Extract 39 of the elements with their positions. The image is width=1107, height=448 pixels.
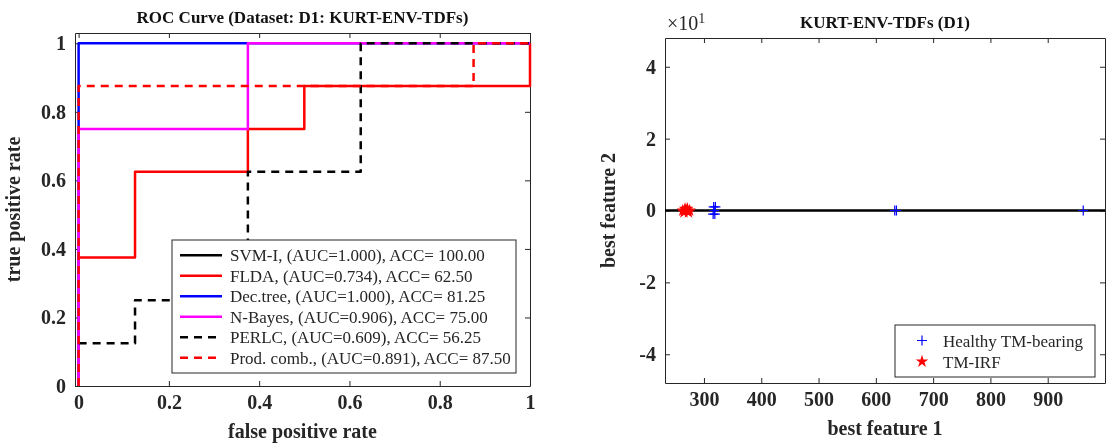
legend-label: Healthy TM-bearing [943,331,1084,351]
legend-label: SVM-I, (AUC=1.000), ACC= 100.00 [230,246,485,266]
x-tick-label: 1 [525,391,536,414]
x-axis-title: best feature 1 [827,417,943,439]
y-tick-label: -2 [639,271,656,294]
y-tick-label: 0.8 [41,100,66,123]
x-tick-label: 700 [918,388,949,411]
y-tick-label: -4 [639,343,656,366]
legend-label: FLDA, (AUC=0.734), ACC= 62.50 [230,266,473,286]
y-tick-label: 0.2 [41,306,66,329]
y-axis-title: best feature 2 [597,152,619,269]
y-tick-label: 0 [56,374,66,397]
text: ×10$^{1}$ [667,10,706,34]
x-tick-label: 0.4 [247,391,273,414]
x-tick-label: 900 [1033,388,1064,411]
x-tick-label: 0 [74,391,85,414]
legend-label: Prod. comb., (AUC=0.891), ACC= 87.50 [230,348,511,368]
y-tick-label: 0 [646,199,656,222]
x-tick-label: 400 [746,388,777,411]
x-tick-label: 0.6 [337,391,363,414]
x-axis-title: false positive rate [228,420,378,443]
x-tick-label: 800 [975,388,1006,411]
legend-label: TM-IRF [943,352,1001,372]
y-tick-label: 0.6 [41,169,66,192]
y-tick-label: 0.4 [41,237,66,260]
legend-label: N-Bayes, (AUC=0.906), ACC= 75.00 [230,307,488,327]
x-tick-label: 600 [861,388,892,411]
x-tick-label: 300 [689,388,720,411]
y-tick-label: 4 [646,55,656,78]
y-axis-title: true positive rate [2,136,25,283]
y-tick-label: 1 [56,32,66,55]
chart-title: ROC Curve (Dataset: D1: KURT-ENV-TDFs) [136,8,469,27]
x-tick-label: 0.8 [427,391,453,414]
legend-label: Dec.tree, (AUC=1.000), ACC= 81.25 [230,287,486,307]
x-tick-label: 0.2 [156,391,182,414]
y-tick-label: 2 [646,127,656,150]
chart-title: KURT-ENV-TDFs (D1) [800,13,970,32]
x-tick-label: 500 [804,388,835,411]
legend-label: PERLC, (AUC=0.609), ACC= 56.25 [230,328,482,348]
